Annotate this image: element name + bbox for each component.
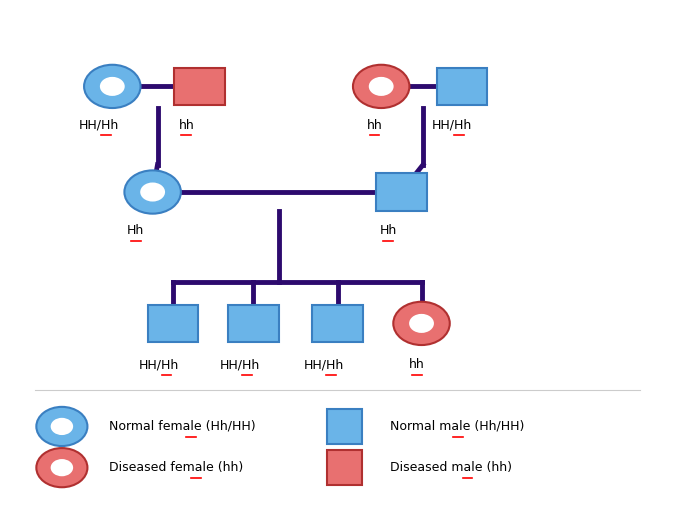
FancyBboxPatch shape xyxy=(327,409,362,444)
Circle shape xyxy=(51,459,73,476)
Text: Normal female (Hh/HH): Normal female (Hh/HH) xyxy=(109,420,256,433)
Text: HH/Hh: HH/Hh xyxy=(220,358,260,371)
Text: HH/Hh: HH/Hh xyxy=(79,119,119,132)
FancyBboxPatch shape xyxy=(313,305,362,342)
Circle shape xyxy=(51,418,73,435)
Text: hh: hh xyxy=(409,358,425,371)
FancyBboxPatch shape xyxy=(437,68,487,105)
Text: Diseased male (hh): Diseased male (hh) xyxy=(390,461,512,474)
Circle shape xyxy=(140,182,165,202)
Text: HH/Hh: HH/Hh xyxy=(304,358,344,371)
FancyBboxPatch shape xyxy=(376,174,427,211)
Circle shape xyxy=(36,448,88,487)
FancyBboxPatch shape xyxy=(148,305,198,342)
Text: hh: hh xyxy=(367,119,382,132)
Text: Hh: Hh xyxy=(127,224,144,237)
Circle shape xyxy=(394,302,450,345)
Circle shape xyxy=(409,314,434,333)
Text: HH/Hh: HH/Hh xyxy=(431,119,472,132)
Circle shape xyxy=(369,77,394,96)
Circle shape xyxy=(36,407,88,446)
Circle shape xyxy=(353,65,410,108)
Text: HH/Hh: HH/Hh xyxy=(139,358,180,371)
FancyBboxPatch shape xyxy=(228,305,279,342)
Circle shape xyxy=(100,77,125,96)
Text: hh: hh xyxy=(178,119,194,132)
Circle shape xyxy=(84,65,140,108)
Text: Hh: Hh xyxy=(379,224,396,237)
FancyBboxPatch shape xyxy=(174,68,225,105)
Text: Normal male (Hh/HH): Normal male (Hh/HH) xyxy=(390,420,524,433)
Circle shape xyxy=(124,170,181,213)
FancyBboxPatch shape xyxy=(327,450,362,485)
Text: Diseased female (hh): Diseased female (hh) xyxy=(109,461,243,474)
